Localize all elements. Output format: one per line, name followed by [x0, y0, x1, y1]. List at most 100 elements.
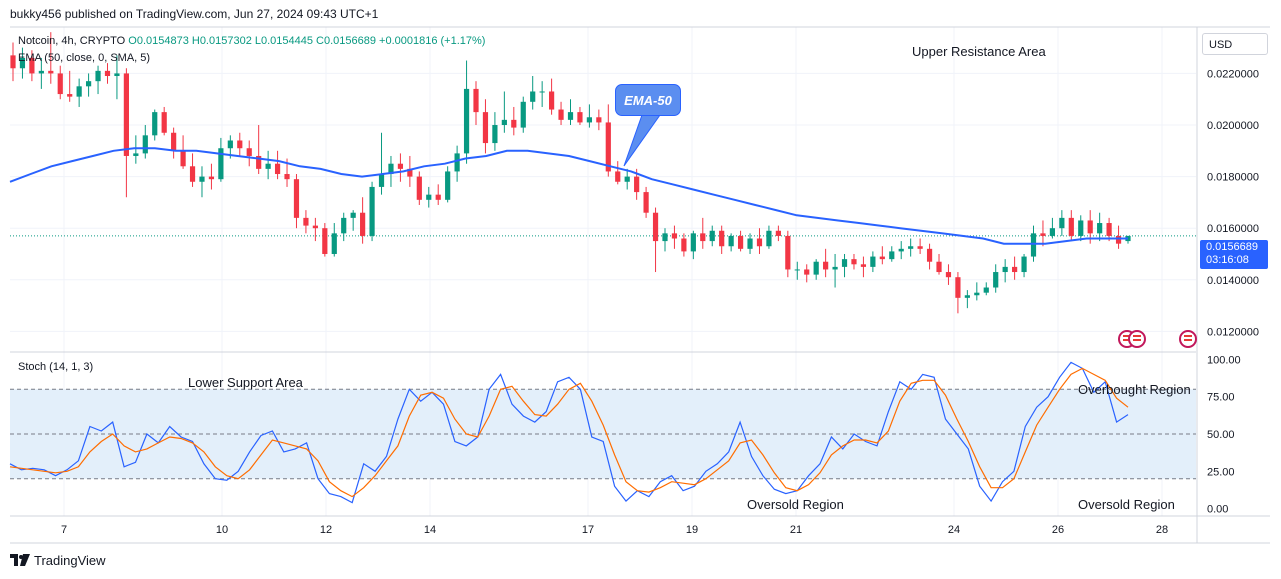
stoch-tick-label: 75.00	[1207, 392, 1235, 404]
candle-body	[360, 212, 366, 236]
candle-body	[218, 148, 224, 180]
economic-event-icon-3[interactable]	[1179, 330, 1197, 348]
time-tick-label: 12	[320, 524, 332, 536]
last-price-value: 0.0156689	[1206, 241, 1258, 253]
ema-50-line	[9, 147, 1128, 245]
price-tick-label: 0.0160000	[1207, 223, 1259, 235]
candle-body	[1106, 223, 1112, 236]
candle-body	[719, 230, 725, 247]
candle-body	[463, 88, 470, 154]
candle-body	[643, 192, 649, 213]
candle-body	[728, 235, 734, 247]
time-tick-label: 14	[424, 524, 436, 536]
candle-body	[785, 235, 791, 270]
publish-attribution: bukky456 published on TradingView.com, J…	[10, 7, 379, 21]
candle-body	[530, 91, 536, 102]
stoch-d-line	[9, 367, 1129, 498]
candle-body	[331, 233, 337, 254]
economic-event-icon-2[interactable]	[1128, 330, 1146, 348]
candle-body	[473, 88, 479, 113]
candle-body	[596, 117, 602, 123]
candle-body	[67, 94, 73, 97]
candle-body	[199, 176, 205, 182]
candle-body	[208, 176, 215, 180]
time-tick-label: 26	[1052, 524, 1064, 536]
candle-body	[908, 246, 914, 249]
candle-body	[936, 261, 942, 273]
candle-body	[700, 233, 706, 242]
candle-body	[57, 73, 63, 95]
candle-body	[756, 238, 763, 247]
candle-body	[974, 292, 980, 296]
candle-body	[917, 246, 923, 249]
stoch-tick-label: 25.00	[1207, 466, 1235, 478]
grid	[10, 27, 1196, 516]
candle-body	[454, 153, 460, 172]
candle-body	[256, 155, 262, 169]
time-tick-label: 10	[216, 524, 228, 536]
candle-body	[766, 230, 772, 247]
candle-body	[1049, 228, 1056, 236]
candle-body	[860, 264, 867, 267]
time-tick-label: 19	[686, 524, 698, 536]
candle-body	[38, 70, 44, 74]
candle-body	[435, 194, 441, 200]
candle-body	[605, 122, 611, 172]
candle-body	[303, 217, 309, 226]
candle-body	[804, 269, 810, 275]
stoch-tick-label: 100.00	[1207, 354, 1241, 366]
candle-body	[293, 179, 300, 218]
candle-body	[1078, 220, 1084, 236]
stoch-k-line	[9, 361, 1129, 504]
candle-body	[539, 91, 545, 93]
bar-countdown: 03:16:08	[1206, 254, 1249, 266]
candles	[10, 32, 1131, 314]
currency-button[interactable]: USD	[1202, 33, 1268, 55]
ema-legend[interactable]: EMA (50, close, 0, SMA, 5)	[18, 52, 151, 64]
candle-body	[652, 212, 659, 242]
candle-body	[983, 287, 989, 293]
candle-body	[104, 70, 111, 77]
candle-body	[1040, 233, 1046, 236]
candle-body	[586, 117, 592, 123]
ema-callout-pointer	[623, 114, 661, 167]
footer-brand-text: TradingView	[34, 553, 106, 568]
candle-body	[520, 101, 526, 128]
candle-body	[85, 81, 92, 87]
footer-brand[interactable]: TradingView	[10, 553, 106, 568]
candle-body	[152, 112, 158, 136]
oversold-label-1: Oversold Region	[747, 497, 844, 512]
candle-body	[123, 73, 129, 156]
candle-body	[284, 174, 290, 180]
candle-body	[341, 217, 347, 234]
symbol-legend[interactable]: Notcoin, 4h, CRYPTO O0.0154873 H0.015730…	[18, 35, 485, 47]
candle-body	[841, 259, 848, 267]
time-tick-label: 17	[582, 524, 594, 536]
stoch-tick-label: 0.00	[1207, 504, 1228, 516]
candle-body	[29, 57, 35, 74]
candle-body	[265, 163, 271, 169]
candle-body	[19, 57, 26, 69]
candle-body	[851, 259, 857, 265]
candle-body	[426, 194, 432, 200]
candle-body	[832, 266, 838, 270]
stoch-tick-label: 50.00	[1207, 429, 1235, 441]
candle-body	[567, 112, 574, 120]
candle-body	[416, 176, 422, 200]
time-tick-label: 21	[790, 524, 802, 536]
candle-body	[794, 269, 800, 271]
candle-body	[813, 261, 819, 275]
price-tick-label: 0.0200000	[1207, 120, 1259, 132]
candle-body	[1068, 217, 1074, 236]
candle-body	[747, 238, 753, 249]
candle-body	[624, 176, 630, 182]
candle-body	[549, 91, 555, 110]
candle-body	[501, 119, 507, 126]
candle-body	[227, 140, 233, 149]
candle-body	[511, 119, 517, 128]
lower-support-label: Lower Support Area	[188, 375, 303, 390]
time-tick-label: 24	[948, 524, 960, 536]
stoch-legend[interactable]: Stoch (14, 1, 3)	[18, 361, 94, 373]
candle-body	[681, 238, 687, 252]
candle-body	[889, 251, 895, 260]
